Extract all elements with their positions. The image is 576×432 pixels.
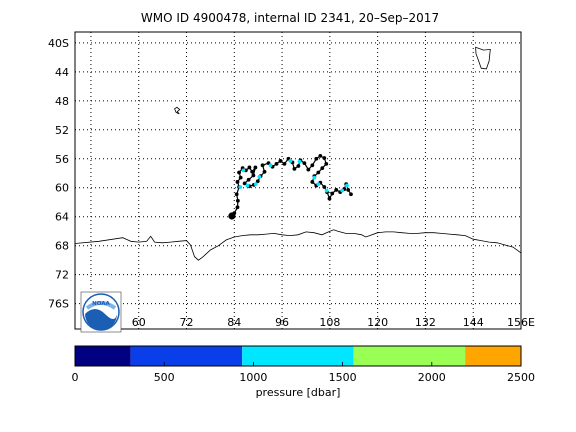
- profile-point-11: [340, 188, 345, 193]
- plot-title: WMO ID 4900478, internal ID 2341, 20–Sep…: [141, 11, 439, 25]
- land-outlines: [74, 46, 522, 261]
- lon-tick-label-1: 60: [132, 316, 146, 329]
- lat-tick-label-1: 44: [55, 66, 69, 79]
- profile-point-1: [245, 183, 250, 188]
- track-point-8: [237, 170, 241, 175]
- track-point-16: [242, 181, 247, 186]
- profile-point-0: [238, 185, 243, 189]
- track-point-48: [327, 196, 332, 201]
- profile-point-9: [316, 182, 321, 187]
- antarctica-coastline: [74, 229, 522, 261]
- track-point-4: [234, 192, 239, 197]
- track-point-31: [296, 164, 301, 168]
- track-point-36: [314, 156, 319, 161]
- track-point-19: [255, 179, 260, 184]
- track-point-13: [253, 165, 258, 170]
- track-point-22: [260, 163, 265, 168]
- track-point-55: [349, 192, 353, 197]
- track-point-41: [316, 170, 321, 175]
- track-point-40: [320, 166, 325, 171]
- lon-tick-label-2: 72: [180, 316, 194, 329]
- track-point-37: [318, 153, 323, 158]
- track-point-30: [292, 167, 297, 171]
- colorbar-tick-labels: 0 500 1000 1500 2000 2500: [72, 362, 535, 384]
- profile-point-5: [268, 163, 273, 168]
- lat-tick-label-0: 40S: [48, 37, 69, 50]
- map-background: [75, 32, 521, 329]
- noaa-logo-text: NOAA: [92, 301, 110, 307]
- profile-point-2: [253, 182, 258, 187]
- track-point-54: [346, 188, 351, 192]
- lat-tick-label-5: 60: [55, 182, 69, 195]
- colorbar-band-4: [465, 346, 521, 366]
- track-point-25: [274, 161, 279, 166]
- colorbar-frame: [74, 345, 522, 367]
- track-point-6: [235, 180, 240, 184]
- lon-tick-label-9: 156E: [507, 316, 535, 329]
- track-point-46: [322, 185, 327, 189]
- colorbar-tick-label-1: 500: [154, 371, 175, 384]
- colorbar-tick-label-2: 1000: [239, 371, 267, 384]
- latitude-tick-labels: 40S 44 48 52 56 60 64 68 72 76S: [48, 37, 69, 311]
- noaa-logo: NOAA: [80, 291, 122, 333]
- profile-point-3: [257, 174, 262, 179]
- track-point-43: [310, 180, 315, 184]
- track-point-12: [250, 169, 255, 174]
- track-point-27: [282, 161, 287, 166]
- lon-tick-label-5: 108: [319, 316, 340, 329]
- track-point-33: [302, 161, 307, 166]
- lon-tick-label-3: 84: [227, 316, 241, 329]
- track-point-7: [238, 175, 243, 180]
- colorbar-tick-label-3: 1500: [329, 371, 357, 384]
- pressure-colorbar: [75, 346, 521, 366]
- profile-point-6: [288, 159, 293, 163]
- colorbar-band-3: [353, 346, 466, 366]
- lat-tick-label-2: 48: [55, 95, 69, 108]
- lat-tick-label-6: 64: [55, 211, 69, 224]
- track-point-21: [262, 169, 267, 174]
- track-point-35: [310, 163, 315, 168]
- track-point-39: [324, 161, 329, 166]
- track-point-3: [235, 198, 240, 203]
- lat-tick-label-8: 72: [55, 269, 69, 282]
- map-frame: [74, 31, 522, 330]
- track-point-26: [278, 159, 283, 163]
- colorbar-label: pressure [dbar]: [256, 386, 341, 399]
- profile-point-12: [345, 183, 349, 188]
- island-kerguelen-outline: [174, 106, 181, 115]
- profile-point-10: [324, 188, 329, 193]
- lon-tick-label-8: 144: [463, 316, 484, 329]
- profile-point-4: [241, 168, 246, 173]
- track-point-50: [334, 188, 339, 192]
- lon-tick-label-6: 120: [367, 316, 388, 329]
- colorbar-tick-label-4: 2000: [418, 371, 446, 384]
- island-tasmania-outline: [475, 46, 491, 70]
- track-point-2: [235, 205, 240, 210]
- colorbar-band-2: [242, 346, 354, 366]
- colorbar-tick-label-0: 0: [72, 371, 79, 384]
- track-point-11: [247, 165, 252, 170]
- lon-tick-label-4: 96: [275, 316, 289, 329]
- track-point-34: [306, 167, 311, 172]
- colorbar-band-1: [130, 346, 243, 366]
- colorbar-tick-label-5: 2500: [507, 371, 535, 384]
- profile-points: [238, 159, 349, 193]
- lat-tick-label-9: 76S: [48, 298, 69, 311]
- track-point-49: [330, 191, 335, 196]
- track-point-15: [246, 177, 251, 182]
- lon-tick-label-7: 132: [415, 316, 436, 329]
- lat-tick-label-4: 56: [55, 153, 69, 166]
- lat-tick-label-3: 52: [55, 124, 69, 137]
- lat-tick-label-7: 68: [55, 240, 69, 253]
- track-point-38: [322, 156, 327, 160]
- track-start-marker: [228, 212, 236, 220]
- longitude-tick-labels: 48E60728496108120132144156E: [80, 316, 535, 329]
- profile-point-7: [297, 159, 302, 164]
- colorbar-band-0: [75, 346, 131, 366]
- track-point-14: [251, 173, 256, 178]
- profile-point-8: [312, 175, 317, 180]
